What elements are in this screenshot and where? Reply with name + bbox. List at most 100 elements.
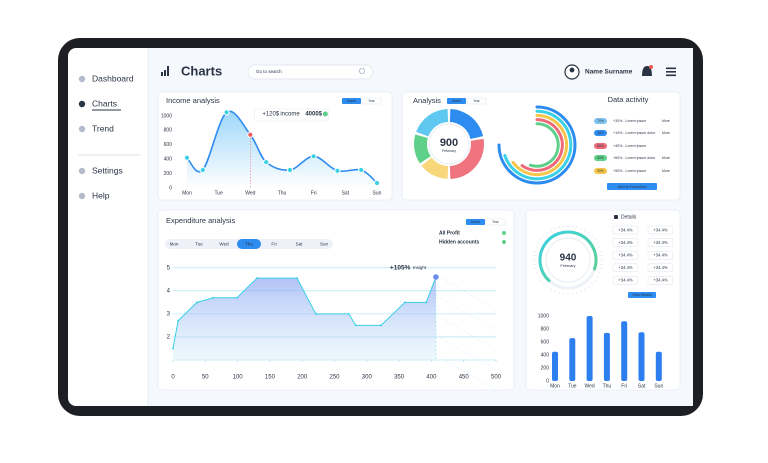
toggle-month[interactable] xyxy=(447,98,466,104)
detail-badge-text: +34.4% xyxy=(653,240,668,245)
detail-badge-text: +34.4% xyxy=(653,253,668,258)
view-details-button[interactable] xyxy=(628,292,656,298)
x-tick-label: Mon xyxy=(550,383,560,389)
y-tick-label: 0 xyxy=(546,378,549,384)
activity-badge-text: 40% xyxy=(597,131,604,135)
income-point xyxy=(358,166,365,174)
toggle-year[interactable] xyxy=(466,97,487,105)
radial-bar xyxy=(503,109,573,181)
activity-more: More xyxy=(662,169,670,173)
toggle-month[interactable] xyxy=(342,98,361,104)
hatch xyxy=(435,314,497,351)
activity-badge-text: 60% xyxy=(597,156,604,160)
y-tick-label: 2 xyxy=(167,335,171,341)
nav-icon xyxy=(78,192,86,200)
activity-text: +30% - Lorem ipsum xyxy=(613,119,646,123)
activity-text: +60% - Lorem ipsum dolor xyxy=(613,156,656,160)
bar xyxy=(638,332,645,381)
x-tick-label: Mon xyxy=(182,190,192,196)
detail-badge xyxy=(612,238,639,247)
x-tick-label: Tue xyxy=(214,190,223,196)
x-tick-label: 450 xyxy=(459,375,470,381)
y-tick-label: 1000 xyxy=(538,313,549,319)
hatch xyxy=(435,354,497,391)
detail-badge xyxy=(647,263,674,273)
y-tick-label: 4 xyxy=(167,288,171,294)
x-tick-label: Wed xyxy=(245,190,255,196)
gauge-tick xyxy=(546,286,549,288)
menu-icon xyxy=(666,67,676,70)
activity-badge xyxy=(594,168,607,174)
panel-title: Income analysis xyxy=(166,96,220,105)
income-point xyxy=(310,153,317,160)
gauge-label: February xyxy=(560,264,575,268)
bell-badge xyxy=(649,65,653,69)
x-tick-label: 0 xyxy=(171,375,175,381)
toggle-year[interactable] xyxy=(485,218,506,226)
search-box[interactable] xyxy=(247,64,374,80)
donut-label: February xyxy=(442,149,456,153)
toggle-label: Month xyxy=(452,99,461,103)
favorites-button[interactable] xyxy=(607,183,657,190)
bar xyxy=(586,316,593,381)
search-placeholder: Go to search xyxy=(256,69,282,74)
avatar-head xyxy=(569,67,575,73)
x-tick-label: Tue xyxy=(568,383,577,389)
expenditure-point xyxy=(296,277,299,280)
nav-item: Charts xyxy=(92,98,117,108)
bell-icon[interactable] xyxy=(642,66,652,76)
hatch xyxy=(435,274,497,311)
day-tab-active[interactable] xyxy=(237,239,261,249)
radial-bar xyxy=(511,113,569,177)
gauge-tick xyxy=(543,235,545,237)
income-point xyxy=(263,158,270,166)
legend-dot xyxy=(502,240,506,244)
nav-icon xyxy=(78,167,86,175)
y-tick-label: 3 xyxy=(167,311,171,317)
radial-bar xyxy=(520,118,564,172)
donut-segment xyxy=(414,134,431,164)
activity-more: More xyxy=(662,131,670,135)
radial-bar xyxy=(528,122,560,168)
detail-badge-text: +34.4% xyxy=(618,227,633,232)
bar xyxy=(552,351,558,381)
income-point xyxy=(334,167,341,174)
gauge-tick xyxy=(587,232,590,234)
expenditure-point xyxy=(425,301,428,304)
nav-item: Settings xyxy=(92,165,123,175)
y-tick-label: 1000 xyxy=(161,113,172,119)
activity-badge xyxy=(594,118,607,124)
expenditure-point xyxy=(195,301,198,304)
tooltip-check xyxy=(322,111,328,117)
activity-text: +40% - Lorem ipsum xyxy=(613,144,646,148)
gauge-arc xyxy=(538,230,598,283)
gauge-tick xyxy=(576,291,578,294)
x-tick-label: Sat xyxy=(638,383,646,389)
expenditure-line xyxy=(172,276,437,349)
gauge-value: 940 xyxy=(560,253,577,264)
toggle-month[interactable] xyxy=(466,219,485,225)
gauge-tick xyxy=(537,276,540,278)
gauge-tick xyxy=(594,279,596,282)
y-tick-label: 400 xyxy=(164,157,173,163)
radial-bar xyxy=(497,105,577,185)
detail-badge-text: +34.4% xyxy=(618,240,633,245)
title-icon xyxy=(164,70,166,76)
nav-item: Help xyxy=(92,190,110,200)
gauge-tick xyxy=(599,268,602,270)
gauge-tick xyxy=(576,226,578,229)
nav-icon xyxy=(78,100,86,108)
menu-icon xyxy=(666,74,676,77)
x-tick-label: 350 xyxy=(394,375,405,381)
x-tick-label: 150 xyxy=(265,375,276,381)
day-tab: Tue xyxy=(195,241,203,246)
detail-badge xyxy=(612,276,639,285)
day-tab: Sat xyxy=(296,241,304,246)
expenditure-area xyxy=(173,276,436,360)
toggle-year[interactable] xyxy=(361,97,382,105)
gauge-tick xyxy=(546,232,549,234)
expenditure-point xyxy=(212,296,215,299)
expenditure-point xyxy=(403,301,406,304)
details-icon xyxy=(614,215,618,219)
tooltip-text: income xyxy=(280,112,300,118)
